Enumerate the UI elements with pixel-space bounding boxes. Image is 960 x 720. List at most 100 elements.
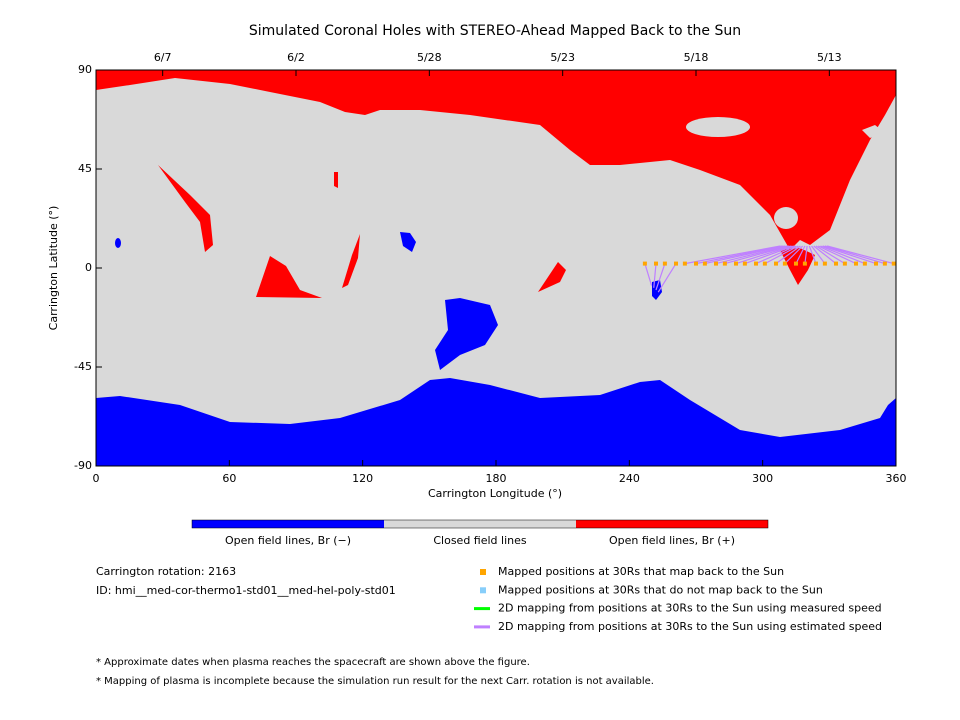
- top-tick-label: 6/7: [154, 51, 172, 64]
- mapping-line: [775, 245, 801, 265]
- mapping-line: [815, 245, 846, 265]
- mapping-line: [820, 245, 866, 265]
- mapped-point: [802, 261, 807, 266]
- chart-title: Simulated Coronal Holes with STEREO-Ahea…: [249, 23, 741, 39]
- south-negative-region: [96, 378, 896, 466]
- mapping-line: [811, 245, 826, 264]
- mapping-line: [704, 245, 786, 265]
- mapped-point: [702, 261, 707, 266]
- mapped-point: [862, 261, 867, 266]
- mapped-point: [774, 261, 778, 266]
- mapping-line: [826, 245, 894, 265]
- mapping-line: [804, 245, 808, 264]
- mapped-point: [674, 261, 678, 266]
- positive-hole: [538, 262, 566, 292]
- mapped-point: [734, 261, 738, 266]
- colorbar-label: Open field lines, Br (−): [225, 534, 351, 547]
- mapping-line: [755, 245, 797, 265]
- map: [96, 70, 896, 466]
- mapped-point: [682, 261, 687, 266]
- run-id-text: ID: hmi__med-cor-thermo1-std01__med-hel-…: [96, 584, 396, 597]
- north-positive-region: [96, 70, 896, 250]
- mapped-point: [874, 261, 878, 266]
- mapped-point: [891, 261, 896, 266]
- y-tick-label: 0: [85, 261, 92, 274]
- mapped-point: [794, 261, 798, 266]
- mapping-line: [813, 245, 837, 265]
- legend-marker: [480, 587, 486, 594]
- closed-island: [862, 125, 884, 138]
- legend-label: 2D mapping from positions at 30Rs to the…: [498, 602, 882, 615]
- mapping-line: [808, 245, 817, 264]
- x-tick-label: 180: [486, 472, 507, 485]
- colorbar-label: Open field lines, Br (+): [609, 534, 735, 547]
- closed-island: [686, 117, 750, 137]
- footnote: * Mapping of plasma is incomplete becaus…: [96, 676, 654, 687]
- mapping-line: [824, 245, 886, 265]
- mapping-line: [644, 263, 653, 286]
- legend-label: Mapped positions at 30Rs that map back t…: [498, 565, 784, 578]
- colorbar-segment: [384, 520, 576, 528]
- top-tick-label: 6/2: [287, 51, 305, 64]
- mapped-point: [822, 261, 827, 266]
- colorbar-segment: [576, 520, 768, 528]
- top-tick-label: 5/28: [417, 51, 442, 64]
- mapped-point: [662, 261, 667, 266]
- y-tick-label: -90: [74, 459, 92, 472]
- mapping-line: [724, 245, 790, 265]
- mapped-point: [782, 261, 787, 266]
- mapped-point: [654, 261, 658, 266]
- mapping-marks: [642, 245, 896, 293]
- rotation-text: Carrington rotation: 2163: [96, 565, 236, 578]
- x-tick-label: 120: [352, 472, 373, 485]
- top-tick-label: 5/23: [550, 51, 575, 64]
- top-tick-label: 5/18: [684, 51, 709, 64]
- mapped-point: [842, 261, 847, 266]
- positive-hole: [334, 172, 338, 188]
- mapping-line: [795, 245, 806, 264]
- x-tick-label: 300: [752, 472, 773, 485]
- mapping-line: [715, 245, 788, 265]
- mapped-point: [642, 261, 647, 266]
- x-tick-label: 60: [222, 472, 236, 485]
- colorbar-segment: [192, 520, 384, 528]
- colorbar-frame: [191, 519, 769, 529]
- mapped-point: [834, 261, 838, 266]
- y-tick-label: 90: [78, 63, 92, 76]
- x-tick-label: 360: [886, 472, 907, 485]
- legend-label: 2D mapping from positions at 30Rs to the…: [498, 620, 882, 633]
- x-tick-label: 0: [93, 472, 100, 485]
- mapping-line: [744, 245, 794, 265]
- mapped-point: [882, 261, 887, 266]
- y-tick-label: 45: [78, 162, 92, 175]
- mapped-point: [742, 261, 747, 266]
- closed-island: [774, 207, 798, 229]
- y-tick-label: -45: [74, 360, 92, 373]
- mapping-line: [653, 263, 657, 288]
- mapped-point: [814, 261, 818, 266]
- mapped-point: [754, 261, 758, 266]
- legend-label: Mapped positions at 30Rs that do not map…: [498, 583, 823, 596]
- top-tick-label: 5/13: [817, 51, 842, 64]
- mapping-line: [817, 245, 857, 265]
- negative-hole: [400, 232, 416, 252]
- mapped-point: [714, 261, 718, 266]
- footnote: * Approximate dates when plasma reaches …: [96, 657, 530, 668]
- mapping-line: [684, 245, 781, 265]
- mapped-point: [762, 261, 767, 266]
- colorbar-label: Closed field lines: [433, 534, 527, 547]
- mapping-line: [784, 245, 804, 265]
- mapping-line: [822, 245, 877, 265]
- positive-hole: [342, 234, 360, 288]
- mapped-point: [694, 261, 698, 266]
- mapped-point: [854, 261, 858, 266]
- legend-marker: [480, 569, 486, 575]
- mapping-line: [695, 245, 783, 265]
- mapped-point: [722, 261, 727, 266]
- mapping-line: [655, 263, 666, 291]
- mapping-line: [735, 245, 792, 265]
- y-axis-label: Carrington Latitude (°): [47, 206, 60, 331]
- mapping-line: [764, 245, 799, 265]
- positive-hole: [256, 256, 322, 298]
